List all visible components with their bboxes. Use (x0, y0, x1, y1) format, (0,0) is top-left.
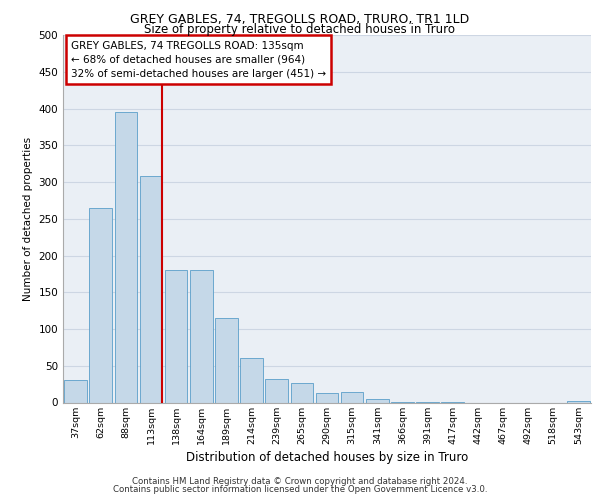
Text: Contains HM Land Registry data © Crown copyright and database right 2024.: Contains HM Land Registry data © Crown c… (132, 477, 468, 486)
Bar (240, 358, 263, 403)
Text: Size of property relative to detached houses in Truro: Size of property relative to detached ho… (145, 22, 455, 36)
Bar (265, 379, 288, 402)
Bar (567, 401, 590, 402)
Bar (89, 208, 112, 402)
Bar (64, 380, 87, 402)
X-axis label: Distribution of detached houses by size in Truro: Distribution of detached houses by size … (186, 450, 468, 464)
Text: GREY GABLES, 74 TREGOLLS ROAD: 135sqm
← 68% of detached houses are smaller (964): GREY GABLES, 74 TREGOLLS ROAD: 135sqm ← … (71, 40, 326, 78)
Bar (366, 399, 389, 402)
Bar (290, 384, 313, 402)
Bar (215, 318, 238, 402)
Text: GREY GABLES, 74, TREGOLLS ROAD, TRURO, TR1 1LD: GREY GABLES, 74, TREGOLLS ROAD, TRURO, T… (130, 12, 470, 26)
Text: Contains public sector information licensed under the Open Government Licence v3: Contains public sector information licen… (113, 485, 487, 494)
Bar (165, 270, 187, 402)
Bar (115, 112, 137, 403)
Bar (140, 176, 163, 402)
Bar (190, 270, 212, 402)
Bar (341, 392, 364, 402)
Y-axis label: Number of detached properties: Number of detached properties (23, 136, 33, 301)
Bar (316, 393, 338, 402)
